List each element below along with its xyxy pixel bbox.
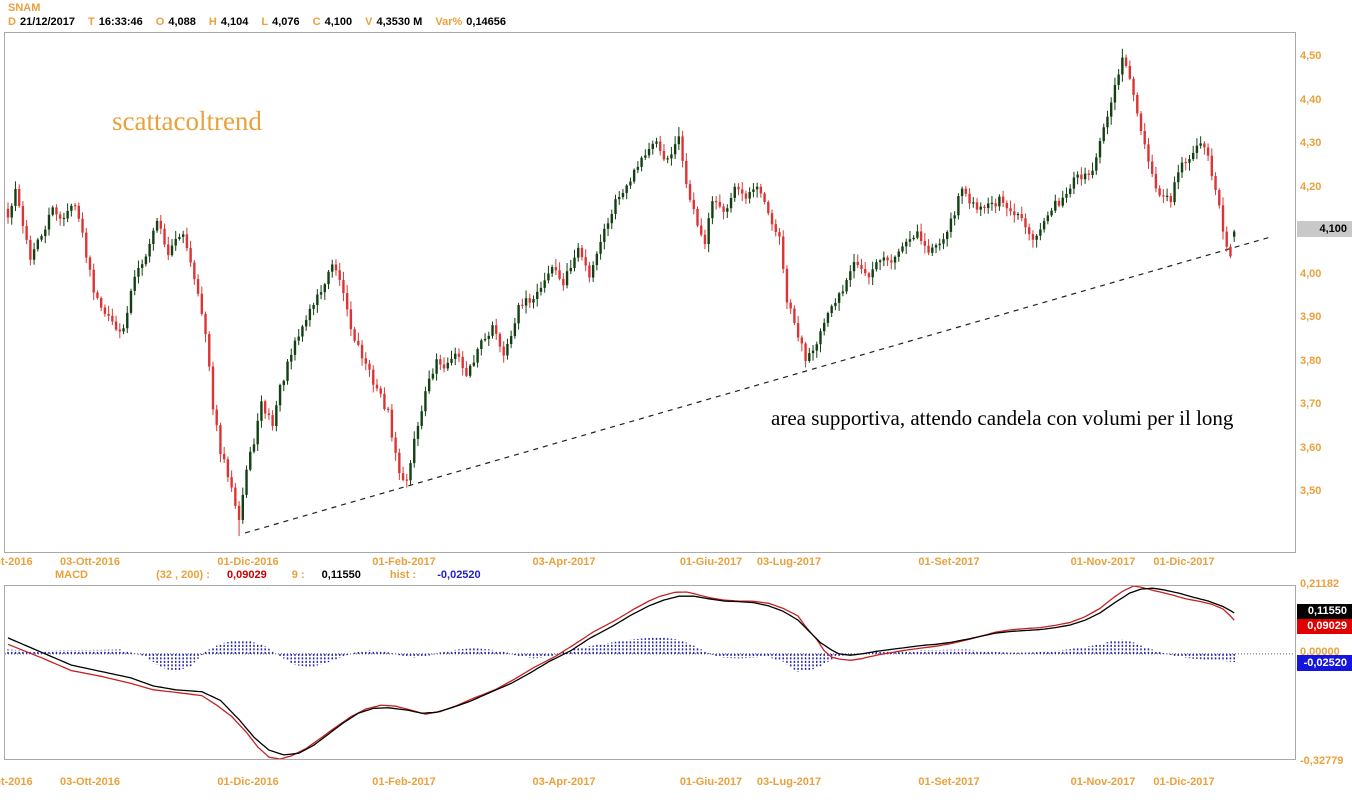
symbol-title: SNAM bbox=[8, 2, 41, 14]
price-tick-label: 3,80 bbox=[1300, 355, 1322, 367]
macd-title: MACD bbox=[55, 569, 88, 581]
header-value: 4,104 bbox=[220, 16, 249, 28]
price-tick-label: 3,90 bbox=[1300, 311, 1322, 323]
macd-params: (32 , 200) : bbox=[156, 569, 210, 581]
price-tick-label: 4,50 bbox=[1300, 50, 1322, 62]
date-tick-label: 01-Dic-2016 bbox=[217, 556, 279, 568]
macd-hist-prefix: hist : bbox=[389, 569, 417, 581]
macd-hist-value: -0,02520 bbox=[437, 569, 481, 581]
date-tick-label: 01-Giu-2017 bbox=[679, 556, 743, 568]
date-tick-label: Set-2016 bbox=[0, 556, 33, 568]
macd-chart-canvas[interactable] bbox=[5, 586, 1295, 759]
macd-chart-panel bbox=[4, 585, 1296, 760]
date-tick-label: 03-Apr-2017 bbox=[532, 776, 596, 788]
date-tick-label: 01-Dic-2017 bbox=[1153, 556, 1215, 568]
date-tick-label: 03-Ott-2016 bbox=[60, 556, 120, 568]
date-tick-label: 01-Set-2017 bbox=[918, 556, 980, 568]
date-tick-label: 01-Feb-2017 bbox=[372, 776, 436, 788]
header-key: T bbox=[88, 16, 95, 28]
macd-value-badge: 0,09029 bbox=[1297, 619, 1352, 634]
date-tick-label: 01-Feb-2017 bbox=[372, 556, 436, 568]
header-key: V bbox=[365, 16, 373, 28]
header-value: 4,100 bbox=[324, 16, 353, 28]
price-tick-label: 4,30 bbox=[1300, 137, 1322, 149]
header-value: 21/12/2017 bbox=[19, 16, 76, 28]
price-tick-label: 4,40 bbox=[1300, 94, 1322, 106]
macd-axis-max: 0,21182 bbox=[1300, 578, 1340, 590]
macd-signal-value: 0,11550 bbox=[321, 569, 361, 581]
price-chart-panel bbox=[4, 32, 1296, 553]
header-key: C bbox=[312, 16, 321, 28]
header-value: 0,14656 bbox=[466, 16, 507, 28]
date-tick-label: 01-Dic-2016 bbox=[217, 776, 279, 788]
price-tick-label: 4,20 bbox=[1300, 181, 1322, 193]
date-tick-label: 01-Set-2017 bbox=[918, 776, 980, 788]
macd-header-row: MACD (32 , 200) : 0,09029 9 : 0,11550 hi… bbox=[55, 569, 481, 581]
last-price-badge: 4,100 bbox=[1297, 221, 1352, 237]
header-key: O bbox=[155, 16, 165, 28]
price-tick-label: 3,70 bbox=[1300, 398, 1322, 410]
macd-axis-min: -0,32779 bbox=[1300, 755, 1344, 767]
watermark-text: scattacoltrend bbox=[112, 106, 262, 136]
header-value: 4,088 bbox=[168, 16, 196, 28]
ohlc-header-row: D 21/12/2017 T 16:33:46 O 4,088 H 4,104 L 4,076 C 4… bbox=[8, 16, 519, 28]
signal-value-badge: 0,11550 bbox=[1297, 604, 1352, 619]
date-tick-label: 03-Lug-2017 bbox=[756, 556, 822, 568]
support-annotation-text: area supportiva, attendo candela con vol… bbox=[771, 406, 1234, 430]
macd-value: 0,09029 bbox=[226, 569, 267, 581]
date-tick-label: 03-Ott-2016 bbox=[60, 776, 120, 788]
price-tick-label: 3,50 bbox=[1300, 485, 1322, 497]
date-tick-label: 03-Apr-2017 bbox=[532, 556, 596, 568]
header-key: H bbox=[208, 16, 217, 28]
macd-signal-prefix: 9 : bbox=[291, 569, 305, 581]
header-value: 4,076 bbox=[272, 16, 300, 28]
date-tick-label: 01-Nov-2017 bbox=[1070, 556, 1136, 568]
header-value: 4,3530 M bbox=[376, 16, 423, 28]
header-key: D bbox=[8, 16, 16, 28]
date-tick-label: 01-Dic-2017 bbox=[1153, 776, 1215, 788]
header-key: L bbox=[261, 16, 269, 28]
date-tick-label: 03-Lug-2017 bbox=[756, 776, 822, 788]
header-value: 16:33:46 bbox=[98, 16, 143, 28]
date-tick-label: 01-Nov-2017 bbox=[1070, 776, 1136, 788]
hist-value-badge: -0,02520 bbox=[1297, 655, 1352, 671]
price-tick-label: 4,00 bbox=[1300, 268, 1322, 280]
candlestick-chart-canvas[interactable] bbox=[5, 33, 1295, 552]
header-key: Var% bbox=[435, 16, 463, 28]
date-tick-label: 01-Giu-2017 bbox=[679, 776, 743, 788]
price-tick-label: 3,60 bbox=[1300, 442, 1322, 454]
date-tick-label: Set-2016 bbox=[0, 776, 33, 788]
